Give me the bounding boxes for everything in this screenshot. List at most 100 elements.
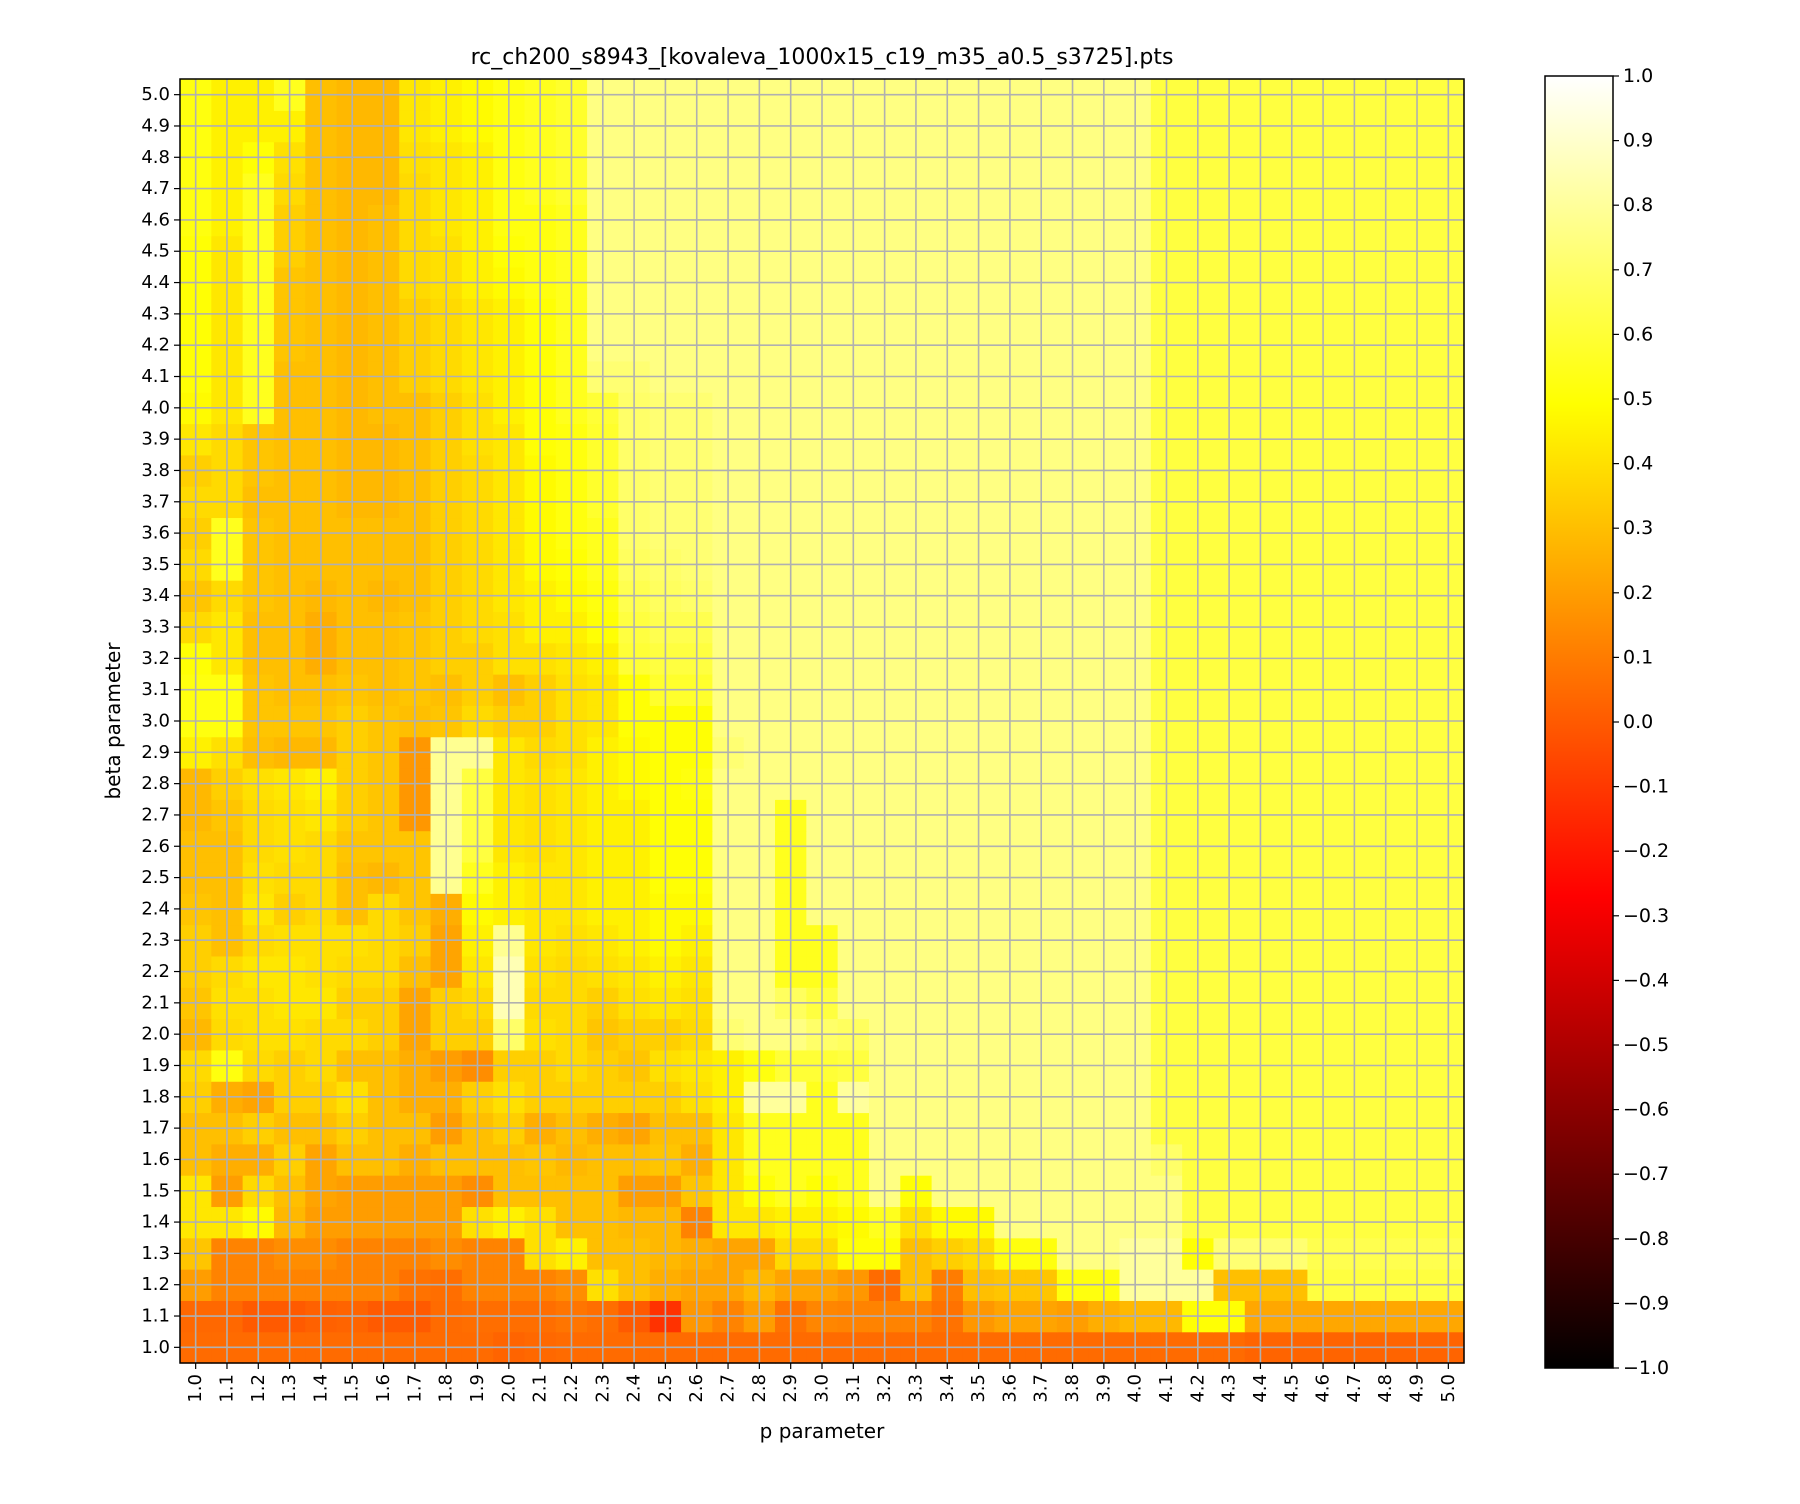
- x-tick-label: 2.3: [592, 1374, 613, 1403]
- colorbar: [1544, 75, 1614, 1369]
- y-tick-label: 3.2: [141, 648, 170, 669]
- x-tick-label: 3.0: [812, 1374, 833, 1403]
- y-tick-label: 5.0: [141, 84, 170, 105]
- x-tick-label: 4.8: [1375, 1374, 1396, 1403]
- x-axis-ticks: 1.0 1.1 1.2 1.3 1.4 1.5 1.6 1.7 1.8 1.9 2.0 2.1 2.2 2…: [185, 1363, 1459, 1403]
- y-tick-label: 4.7: [141, 178, 170, 199]
- x-tick-label: 4.9: [1407, 1374, 1428, 1403]
- colorbar-tick-label: −0.1: [1623, 776, 1669, 798]
- colorbar-tick-label: −0.7: [1623, 1163, 1669, 1185]
- x-tick-label: 1.0: [185, 1374, 206, 1403]
- y-tick-label: 4.4: [141, 272, 170, 293]
- y-tick-label: 2.4: [141, 898, 170, 919]
- x-tick-label: 3.7: [1031, 1374, 1052, 1403]
- x-tick-label: 1.4: [310, 1374, 331, 1403]
- y-tick-label: 1.9: [141, 1055, 170, 1076]
- x-tick-label: 4.6: [1313, 1374, 1334, 1403]
- y-tick-label: 2.3: [141, 930, 170, 951]
- y-tick-label: 1.3: [141, 1243, 170, 1264]
- y-tick-label: 3.3: [141, 617, 170, 638]
- colorbar-tick-label: −0.4: [1623, 969, 1669, 991]
- y-tick-label: 2.9: [141, 742, 170, 763]
- x-tick-label: 2.7: [718, 1374, 739, 1403]
- y-tick-label: 4.2: [141, 335, 170, 356]
- colorbar-tick-label: −0.3: [1623, 905, 1669, 927]
- x-tick-label: 3.6: [999, 1374, 1020, 1403]
- x-tick-label: 1.1: [216, 1374, 237, 1403]
- y-tick-label: 1.1: [141, 1306, 170, 1327]
- colorbar-tick-label: −0.9: [1623, 1292, 1669, 1314]
- y-tick-label: 1.7: [141, 1118, 170, 1139]
- y-tick-label: 4.0: [141, 397, 170, 418]
- x-tick-label: 3.5: [968, 1374, 989, 1403]
- x-tick-label: 2.5: [655, 1374, 676, 1403]
- y-tick-label: 3.0: [141, 711, 170, 732]
- x-tick-label: 2.8: [749, 1374, 770, 1403]
- y-tick-label: 4.9: [141, 115, 170, 136]
- colorbar-tick-label: 0.7: [1623, 259, 1653, 281]
- y-tick-label: 4.6: [141, 209, 170, 230]
- colorbar-tick-label: 0.6: [1623, 323, 1653, 345]
- y-tick-label: 2.1: [141, 992, 170, 1013]
- x-tick-label: 1.9: [467, 1374, 488, 1403]
- y-tick-label: 2.6: [141, 836, 170, 857]
- x-tick-label: 3.2: [874, 1374, 895, 1403]
- colorbar-ticks: 1.0 0.9 0.8 0.7 0.6 0.5 0.4 0.3 0.2 0.1 0.0 −0.1 −0.…: [1613, 65, 1669, 1379]
- colorbar-tick-label: 0.5: [1623, 388, 1653, 410]
- y-tick-label: 3.5: [141, 554, 170, 575]
- y-tick-label: 1.2: [141, 1274, 170, 1295]
- colorbar-tick-label: 0.9: [1623, 130, 1653, 152]
- y-tick-label: 2.0: [141, 1024, 170, 1045]
- colorbar-tick-label: 0.3: [1623, 517, 1653, 539]
- x-tick-label: 3.9: [1093, 1374, 1114, 1403]
- colorbar-tick-label: 0.0: [1623, 711, 1653, 733]
- y-tick-label: 2.8: [141, 773, 170, 794]
- x-tick-label: 4.7: [1344, 1374, 1365, 1403]
- x-tick-label: 1.6: [373, 1374, 394, 1403]
- colorbar-tick-label: 0.2: [1623, 582, 1653, 604]
- x-tick-label: 1.8: [436, 1374, 457, 1403]
- colorbar-tick-label: 1.0: [1623, 65, 1653, 87]
- colorbar-tick-label: −1.0: [1623, 1357, 1669, 1379]
- x-tick-label: 3.8: [1062, 1374, 1083, 1403]
- x-tick-label: 2.2: [561, 1374, 582, 1403]
- y-tick-label: 2.7: [141, 804, 170, 825]
- x-tick-label: 2.0: [498, 1374, 519, 1403]
- y-tick-label: 2.5: [141, 867, 170, 888]
- chart-title: rc_ch200_s8943_[kovaleva_1000x15_c19_m35…: [471, 45, 1174, 70]
- x-tick-label: 4.3: [1219, 1374, 1240, 1403]
- y-axis-ticks: 1.0 1.1 1.2 1.3 1.4 1.5 1.6 1.7 1.8 1.9 2.0 2.1 2.2 2…: [141, 84, 180, 1358]
- y-tick-label: 3.4: [141, 585, 170, 606]
- x-tick-label: 4.2: [1187, 1374, 1208, 1403]
- x-tick-label: 3.1: [843, 1374, 864, 1403]
- x-tick-label: 1.7: [404, 1374, 425, 1403]
- x-tick-label: 2.4: [624, 1374, 645, 1403]
- colorbar-tick-label: 0.4: [1623, 453, 1653, 475]
- colorbar-tick-label: 0.1: [1623, 646, 1653, 668]
- colorbar-tick-label: −0.6: [1623, 1099, 1669, 1121]
- x-tick-label: 2.6: [686, 1374, 707, 1403]
- x-tick-label: 1.2: [248, 1374, 269, 1403]
- x-tick-label: 3.3: [905, 1374, 926, 1403]
- y-tick-label: 3.1: [141, 679, 170, 700]
- y-tick-label: 1.5: [141, 1180, 170, 1201]
- colorbar-tick-label: −0.2: [1623, 840, 1669, 862]
- x-tick-label: 4.5: [1281, 1374, 1302, 1403]
- y-tick-label: 2.2: [141, 961, 170, 982]
- x-tick-label: 1.5: [342, 1374, 363, 1403]
- x-tick-label: 3.4: [937, 1374, 958, 1403]
- y-tick-label: 4.8: [141, 147, 170, 168]
- colorbar-tick-label: −0.8: [1623, 1228, 1669, 1250]
- x-tick-label: 4.1: [1156, 1374, 1177, 1403]
- x-axis-label: p parameter: [760, 1419, 885, 1443]
- y-tick-label: 3.7: [141, 491, 170, 512]
- y-tick-label: 1.0: [141, 1337, 170, 1358]
- x-tick-label: 1.3: [279, 1374, 300, 1403]
- heatmap-grid: [180, 79, 1464, 1363]
- y-tick-label: 3.6: [141, 523, 170, 544]
- y-axis-label: beta parameter: [101, 642, 125, 800]
- y-tick-label: 3.8: [141, 460, 170, 481]
- y-tick-label: 4.3: [141, 303, 170, 324]
